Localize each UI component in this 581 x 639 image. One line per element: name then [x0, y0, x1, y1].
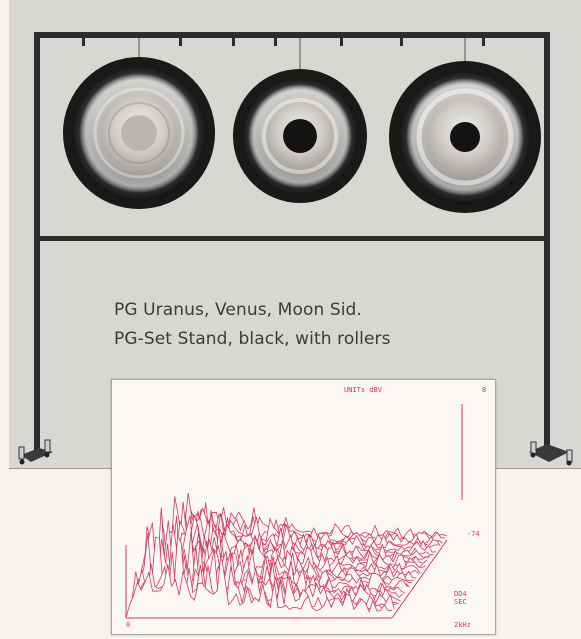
spectrum-waterfall-plot: UNITs dBV 8 -74 DD4 SEC 0 2kHz: [111, 379, 496, 635]
waterfall-trace: [125, 553, 393, 618]
units-label: UNITs dBV: [344, 386, 382, 394]
stand-top-bar: [34, 32, 550, 38]
corner-label-line2: SEC: [454, 598, 467, 606]
waterfall-graphic: [125, 404, 463, 619]
stand-hooks: [82, 38, 485, 46]
caption-line-gongs: PG Uranus, Venus, Moon Sid.: [114, 300, 362, 320]
plot-axes: [125, 404, 463, 619]
gong-stand-drawing: [18, 32, 573, 466]
side-value: -74: [467, 530, 480, 538]
gong-stand-photo: [9, 0, 581, 469]
gong-uranus-icon: [63, 57, 215, 209]
stand-left-post: [34, 32, 40, 452]
waterfall-traces: [125, 493, 448, 618]
gong-moon-icon: [389, 61, 541, 213]
stand-middle-bar: [34, 236, 550, 241]
x-start-label: 0: [126, 621, 131, 629]
caption-line-stand: PG-Set Stand, black, with rollers: [114, 329, 391, 349]
left-roller-foot: [18, 439, 53, 465]
gong-venus-icon: [233, 69, 367, 203]
corner-label-line1: DD4: [454, 590, 467, 598]
x-end-label: 2kHz: [454, 621, 471, 629]
right-roller-foot: [529, 441, 573, 466]
top-right-value: 8: [482, 386, 487, 394]
stand-right-post: [544, 32, 550, 452]
product-caption: PG Uranus, Venus, Moon Sid. PG-Set Stand…: [114, 296, 514, 354]
